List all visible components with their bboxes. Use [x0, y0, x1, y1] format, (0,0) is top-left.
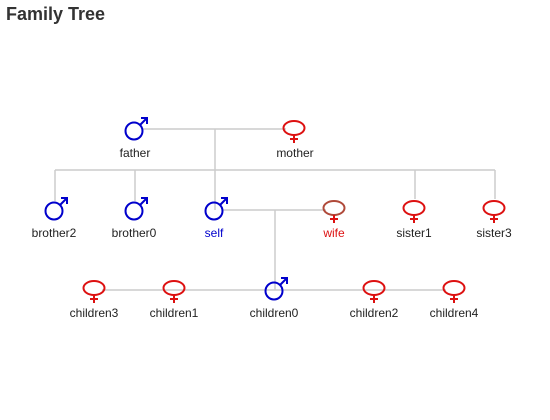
member-father[interactable]: father [120, 117, 151, 160]
member-self[interactable]: self [204, 197, 228, 240]
member-label-brother2: brother2 [32, 226, 77, 240]
member-label-children4: children4 [430, 306, 479, 320]
male-symbol-icon [204, 197, 228, 221]
member-label-brother0: brother0 [112, 226, 157, 240]
member-label-self: self [205, 226, 224, 240]
member-label-wife: wife [322, 226, 345, 240]
male-symbol-icon [44, 197, 68, 221]
female-symbol-icon [162, 280, 186, 303]
member-mother[interactable]: mother [276, 120, 314, 160]
member-children0[interactable]: children0 [250, 277, 299, 320]
member-brother0[interactable]: brother0 [112, 197, 157, 240]
member-children4[interactable]: children4 [430, 280, 479, 320]
page-title: Family Tree [6, 4, 106, 24]
female-symbol-icon [442, 280, 466, 303]
member-label-sister1: sister1 [396, 226, 432, 240]
member-children2[interactable]: children2 [350, 280, 399, 320]
nodes: father mother brother2 brother0 self wife sist… [32, 117, 512, 320]
member-label-father: father [120, 146, 151, 160]
member-children1[interactable]: children1 [150, 280, 199, 320]
member-label-children3: children3 [70, 306, 119, 320]
female-symbol-icon [282, 120, 306, 143]
member-label-sister3: sister3 [476, 226, 512, 240]
connectors [54, 128, 496, 291]
member-wife[interactable]: wife [322, 200, 346, 240]
member-label-children1: children1 [150, 306, 199, 320]
female-symbol-icon [402, 200, 426, 223]
female-symbol-icon [322, 200, 346, 223]
member-label-children2: children2 [350, 306, 399, 320]
male-symbol-icon [124, 197, 148, 221]
member-sister1[interactable]: sister1 [396, 200, 432, 240]
member-label-mother: mother [276, 146, 313, 160]
member-label-children0: children0 [250, 306, 299, 320]
female-symbol-icon [482, 200, 506, 223]
female-symbol-icon [82, 280, 106, 303]
female-symbol-icon [362, 280, 386, 303]
member-children3[interactable]: children3 [70, 280, 119, 320]
male-symbol-icon [264, 277, 288, 301]
member-sister3[interactable]: sister3 [476, 200, 512, 240]
male-symbol-icon [124, 117, 148, 141]
member-brother2[interactable]: brother2 [32, 197, 77, 240]
